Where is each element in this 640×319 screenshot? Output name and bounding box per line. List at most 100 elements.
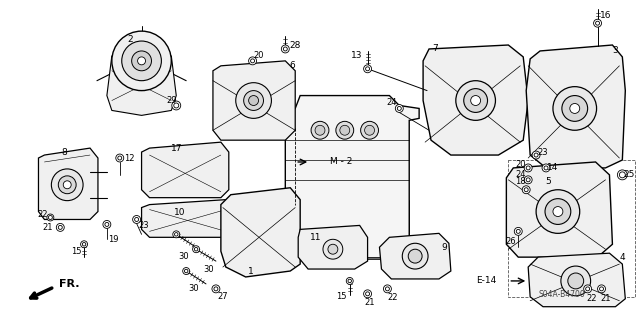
Circle shape <box>132 216 141 223</box>
Circle shape <box>282 45 289 53</box>
Circle shape <box>385 287 389 291</box>
Text: 16: 16 <box>600 11 611 20</box>
Text: 30: 30 <box>204 264 214 273</box>
Circle shape <box>532 151 540 159</box>
Circle shape <box>118 156 122 160</box>
Text: 24: 24 <box>386 98 397 107</box>
Circle shape <box>562 96 588 121</box>
Text: 29: 29 <box>166 96 177 105</box>
Polygon shape <box>298 226 367 269</box>
Text: 25: 25 <box>623 170 635 179</box>
Circle shape <box>346 278 353 285</box>
Circle shape <box>58 176 76 194</box>
Circle shape <box>122 41 161 81</box>
Circle shape <box>172 101 180 110</box>
Circle shape <box>536 190 580 234</box>
Polygon shape <box>528 253 625 307</box>
Circle shape <box>63 181 71 189</box>
Text: 30: 30 <box>178 252 189 261</box>
Text: FR.: FR. <box>60 279 80 289</box>
Text: 23: 23 <box>538 148 548 157</box>
Circle shape <box>173 231 180 238</box>
Text: 20: 20 <box>253 51 264 60</box>
Circle shape <box>336 121 354 139</box>
Circle shape <box>323 239 343 259</box>
Circle shape <box>47 214 54 221</box>
Circle shape <box>620 172 625 178</box>
Polygon shape <box>380 234 451 279</box>
Polygon shape <box>506 162 612 257</box>
Text: 15: 15 <box>337 292 347 301</box>
Text: 30: 30 <box>188 284 198 293</box>
Circle shape <box>315 125 325 135</box>
Circle shape <box>522 186 530 194</box>
Circle shape <box>174 103 179 108</box>
Text: 24: 24 <box>515 170 525 179</box>
Circle shape <box>105 222 109 226</box>
Circle shape <box>568 273 584 289</box>
Text: 22: 22 <box>586 294 597 303</box>
Polygon shape <box>285 96 419 259</box>
Circle shape <box>83 242 86 246</box>
Bar <box>508 160 636 297</box>
Circle shape <box>361 121 378 139</box>
Polygon shape <box>423 45 528 155</box>
Circle shape <box>56 223 64 231</box>
Circle shape <box>364 290 372 298</box>
Circle shape <box>524 188 528 192</box>
Text: 22: 22 <box>387 293 397 302</box>
Circle shape <box>284 47 287 51</box>
Text: 21: 21 <box>600 294 611 303</box>
Circle shape <box>328 244 338 254</box>
Circle shape <box>526 178 530 182</box>
Circle shape <box>396 105 403 112</box>
Circle shape <box>456 81 495 120</box>
Text: 7: 7 <box>432 44 438 54</box>
Circle shape <box>598 285 605 293</box>
Text: 9: 9 <box>441 243 447 252</box>
Text: 2: 2 <box>127 34 132 44</box>
Circle shape <box>586 287 589 291</box>
Circle shape <box>403 243 428 269</box>
Circle shape <box>584 285 591 293</box>
Circle shape <box>408 249 422 263</box>
Circle shape <box>214 287 218 291</box>
Polygon shape <box>107 56 176 115</box>
Circle shape <box>195 248 198 251</box>
Text: 26: 26 <box>505 237 516 246</box>
Circle shape <box>470 96 481 106</box>
Circle shape <box>365 125 374 135</box>
Text: 14: 14 <box>547 163 559 173</box>
Circle shape <box>138 57 145 65</box>
Text: 11: 11 <box>310 233 322 242</box>
Circle shape <box>311 121 329 139</box>
Circle shape <box>618 170 627 180</box>
Circle shape <box>51 169 83 201</box>
Circle shape <box>134 218 139 221</box>
Circle shape <box>348 279 351 283</box>
Circle shape <box>524 164 532 172</box>
Text: E-14: E-14 <box>476 277 497 286</box>
Circle shape <box>364 65 372 73</box>
Circle shape <box>248 57 257 65</box>
Text: 1: 1 <box>248 266 253 276</box>
Text: 21: 21 <box>42 223 52 232</box>
Circle shape <box>464 89 488 112</box>
Circle shape <box>182 268 189 274</box>
Circle shape <box>561 266 591 296</box>
Circle shape <box>524 176 532 184</box>
Text: 4: 4 <box>620 253 625 262</box>
Circle shape <box>600 287 604 291</box>
Circle shape <box>553 87 596 130</box>
Text: 3: 3 <box>612 47 618 56</box>
Text: 22: 22 <box>37 210 48 219</box>
Polygon shape <box>526 45 625 168</box>
Text: 23: 23 <box>138 221 149 230</box>
Circle shape <box>516 229 520 234</box>
Circle shape <box>58 226 62 229</box>
Circle shape <box>593 19 602 27</box>
Polygon shape <box>141 142 229 198</box>
Circle shape <box>596 21 600 25</box>
Circle shape <box>193 246 200 253</box>
Text: 12: 12 <box>124 153 135 162</box>
